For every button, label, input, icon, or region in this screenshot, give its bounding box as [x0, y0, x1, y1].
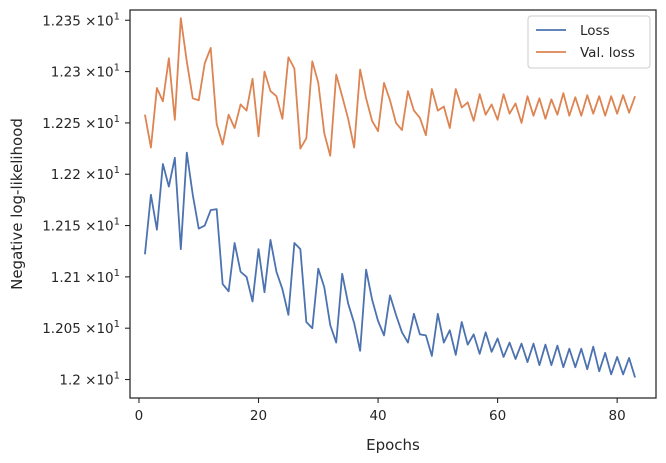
series-line-val-loss — [144, 17, 636, 157]
x-tick-label: 80 — [609, 408, 626, 424]
x-axis-ticks: 0 20 40 60 80 — [135, 398, 626, 424]
plot-frame — [129, 9, 657, 399]
y-tick-label: 1.235 ×101 — [42, 11, 120, 29]
plot-area — [130, 10, 656, 398]
y-tick-label: 1.2 ×101 — [59, 371, 120, 389]
legend-label-val-loss: Val. loss — [580, 45, 635, 61]
series-line-loss — [144, 151, 636, 378]
x-axis-label: Epochs — [366, 436, 420, 454]
y-tick-label: 1.225 ×101 — [42, 114, 120, 132]
series-layer — [144, 17, 636, 378]
y-tick-label: 1.23 ×101 — [51, 63, 120, 81]
y-tick-label: 1.22 ×101 — [51, 165, 120, 183]
y-axis-label: Negative log-likelihood — [8, 118, 26, 290]
y-axis-ticks: 1.2 ×101 1.205 ×101 1.21 ×101 1.215 ×101 1.2… — [42, 11, 130, 389]
legend: Loss Val. loss — [527, 15, 651, 69]
x-tick-label: 40 — [369, 408, 386, 424]
y-tick-label: 1.21 ×101 — [51, 268, 120, 286]
x-tick-label: 60 — [489, 408, 506, 424]
y-tick-label: 1.215 ×101 — [42, 217, 120, 235]
x-tick-label: 0 — [135, 408, 144, 424]
legend-label-loss: Loss — [580, 23, 610, 39]
x-tick-label: 20 — [250, 408, 267, 424]
y-tick-label: 1.205 ×101 — [42, 319, 120, 337]
legend-box — [527, 15, 651, 69]
